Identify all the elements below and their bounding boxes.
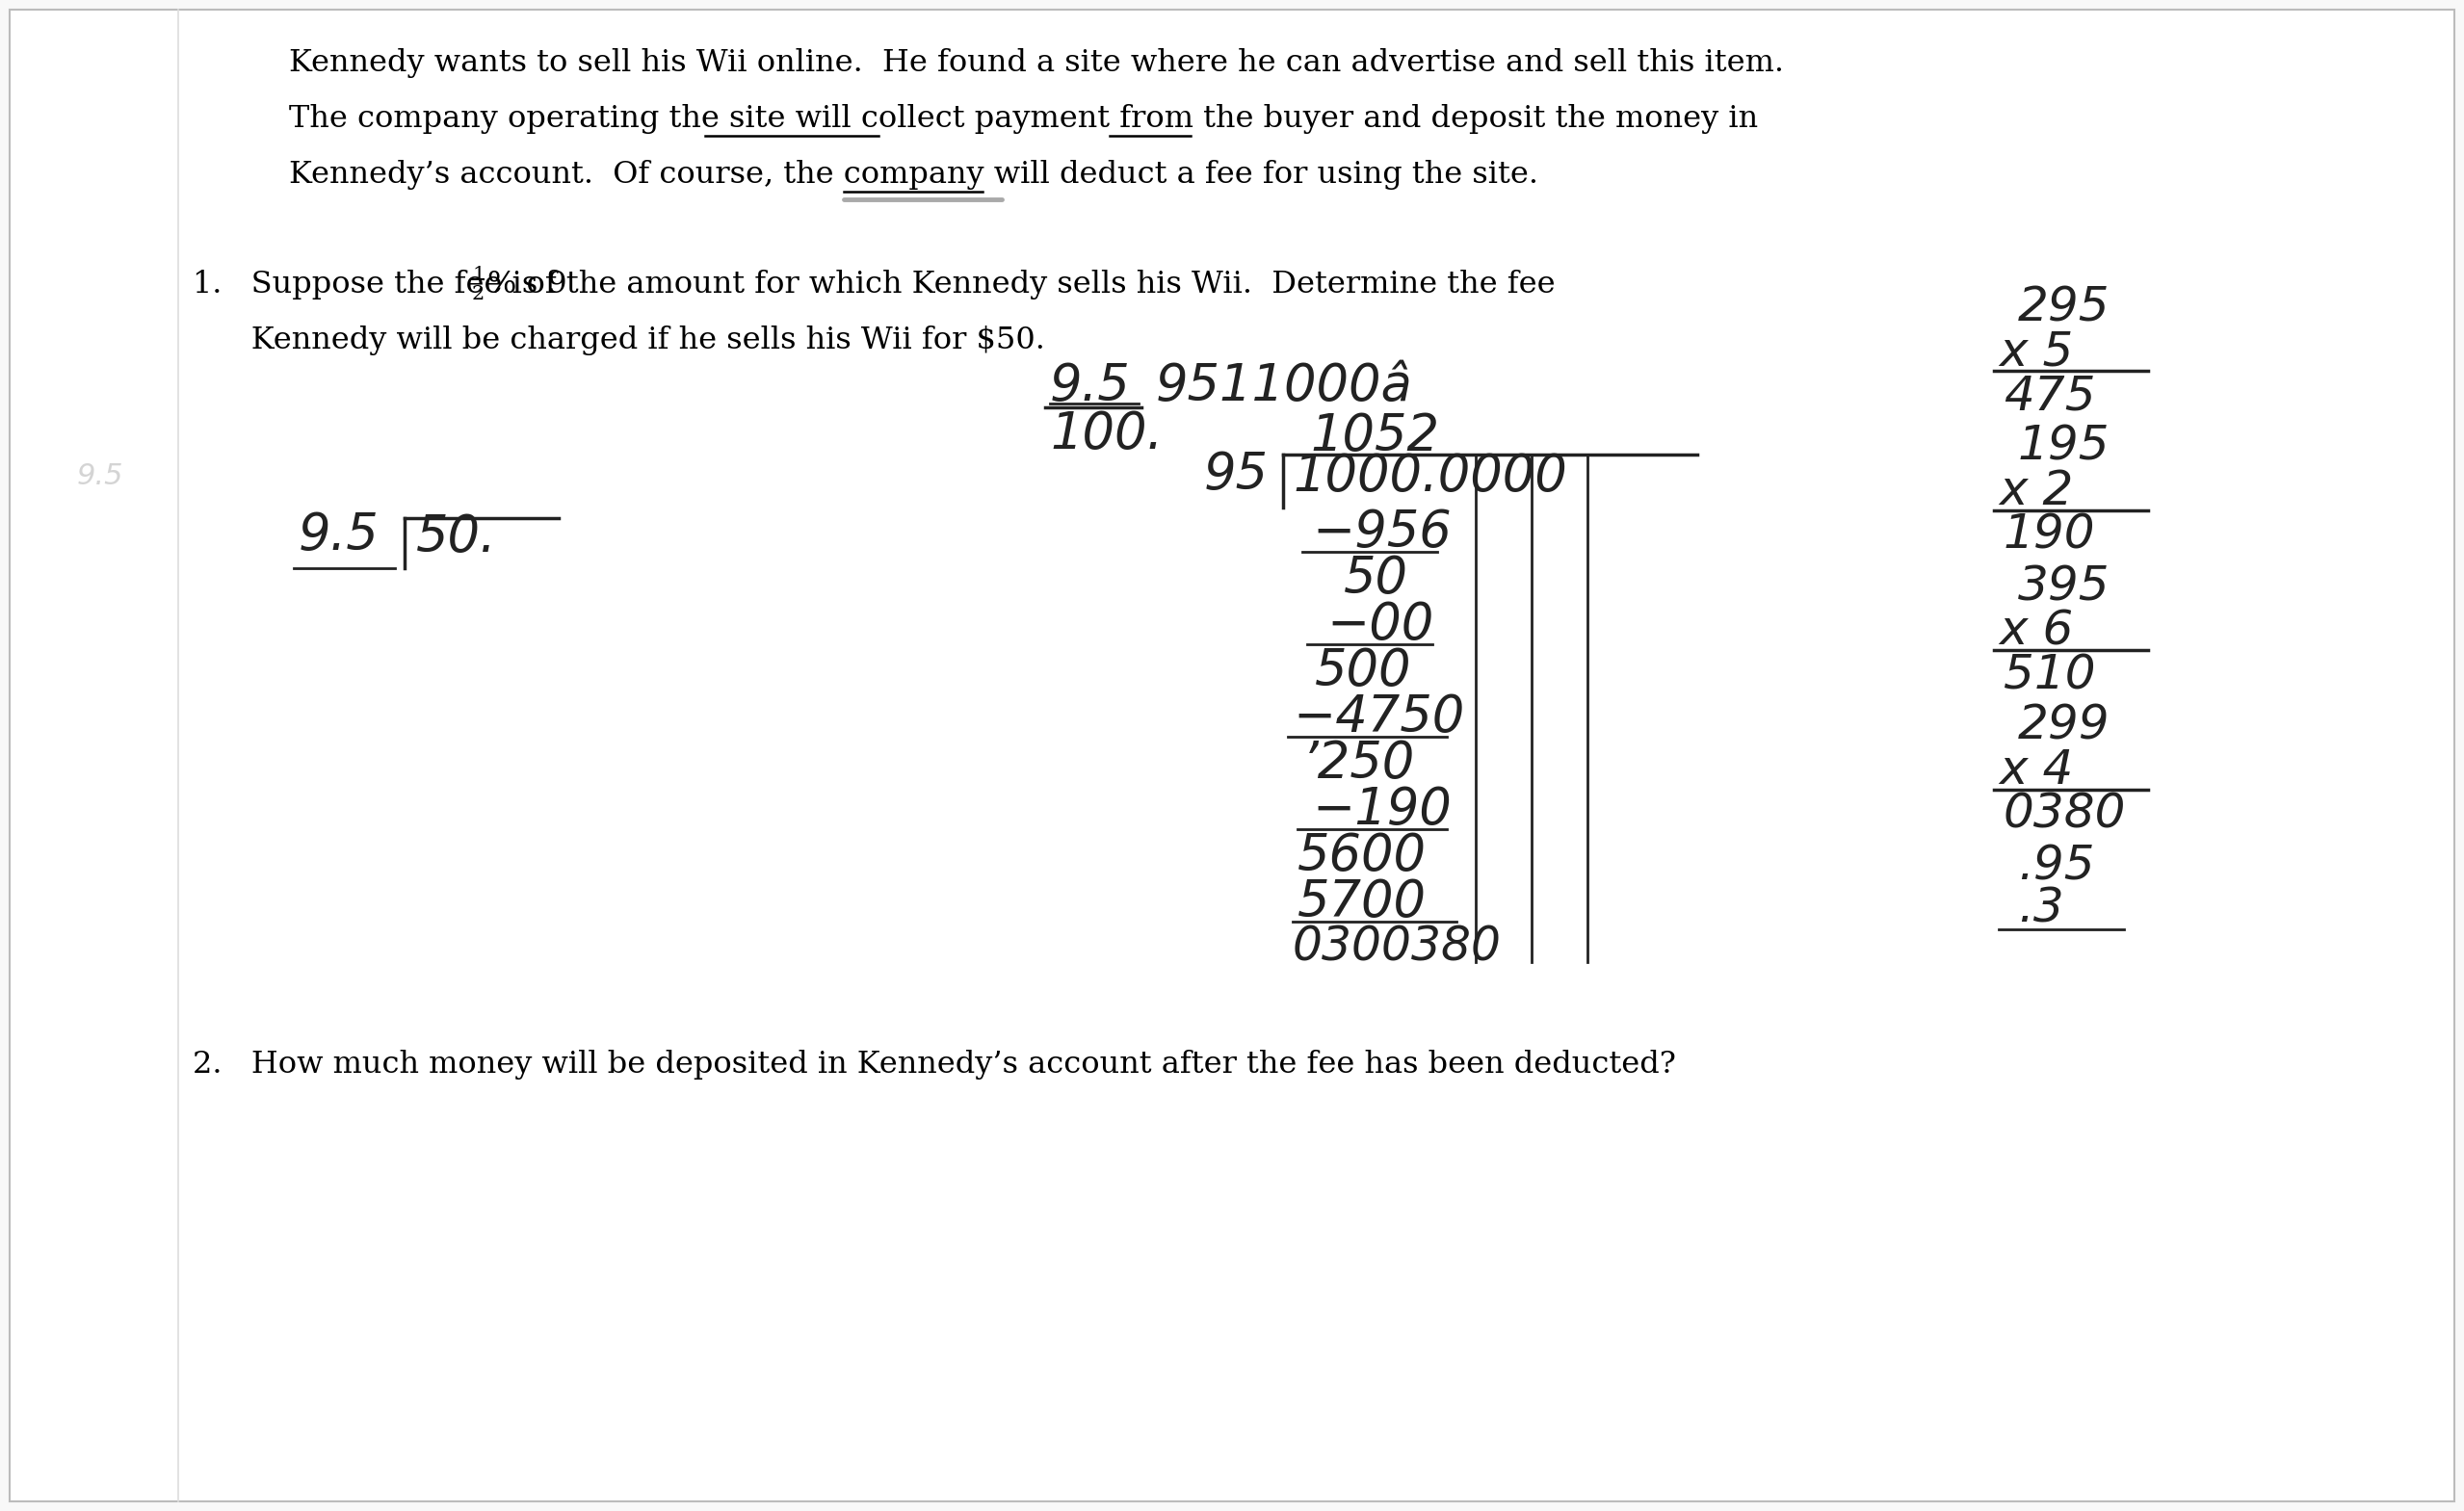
Text: 1: 1 — [473, 266, 485, 284]
Text: 5700: 5700 — [1299, 878, 1427, 928]
Text: x 2: x 2 — [1998, 468, 2072, 514]
FancyBboxPatch shape — [10, 9, 2454, 1502]
Text: 395: 395 — [2018, 564, 2109, 609]
Text: 1.   Suppose the fee is 9: 1. Suppose the fee is 9 — [192, 269, 567, 299]
Text: Kennedy wants to sell his Wii online.  He found a site where he can advertise an: Kennedy wants to sell his Wii online. He… — [288, 48, 1784, 79]
Text: 9.5: 9.5 — [76, 462, 123, 490]
Text: 9.5: 9.5 — [298, 511, 379, 561]
Text: 1000.0000: 1000.0000 — [1294, 452, 1567, 502]
Text: 9511000â: 9511000â — [1156, 361, 1412, 411]
Text: −4750: −4750 — [1294, 692, 1464, 742]
Text: 475: 475 — [2003, 373, 2097, 419]
Text: 500: 500 — [1316, 647, 1412, 697]
Text: 50: 50 — [1343, 553, 1409, 604]
Text: x 5: x 5 — [1998, 328, 2072, 375]
Text: 295: 295 — [2018, 284, 2109, 331]
Text: −190: −190 — [1311, 784, 1451, 836]
Text: 2.   How much money will be deposited in Kennedy’s account after the fee has bee: 2. How much money will be deposited in K… — [192, 1050, 1676, 1079]
Text: 510: 510 — [2003, 651, 2097, 698]
Text: .3: .3 — [2018, 885, 2065, 932]
Text: The company operating the site will collect payment from the buyer and deposit t: The company operating the site will coll… — [288, 104, 1757, 134]
Text: x 6: x 6 — [1998, 607, 2072, 654]
Text: 0300380: 0300380 — [1294, 923, 1501, 970]
Text: 1052: 1052 — [1311, 411, 1439, 461]
Text: 190: 190 — [2003, 512, 2097, 559]
Text: 50.: 50. — [416, 512, 498, 562]
Text: 9.5: 9.5 — [1050, 361, 1131, 411]
Text: 2: 2 — [473, 286, 485, 304]
Text: Kennedy will be charged if he sells his Wii for $50.: Kennedy will be charged if he sells his … — [192, 325, 1045, 355]
Text: 299: 299 — [2018, 703, 2109, 749]
Text: 195: 195 — [2018, 423, 2109, 470]
Text: 95: 95 — [1205, 450, 1269, 500]
Text: % of the amount for which Kennedy sells his Wii.  Determine the fee: % of the amount for which Kennedy sells … — [488, 269, 1555, 299]
Text: x 4: x 4 — [1998, 748, 2072, 793]
Text: 0380: 0380 — [2003, 792, 2126, 837]
Text: .95: .95 — [2018, 843, 2094, 888]
Text: ’250: ’250 — [1303, 739, 1414, 789]
Text: 100.: 100. — [1050, 409, 1163, 459]
Text: −00: −00 — [1326, 600, 1434, 650]
Text: 5600: 5600 — [1299, 831, 1427, 881]
Text: Kennedy’s account.  Of course, the company will deduct a fee for using the site.: Kennedy’s account. Of course, the compan… — [288, 160, 1538, 190]
Text: −956: −956 — [1311, 508, 1451, 558]
